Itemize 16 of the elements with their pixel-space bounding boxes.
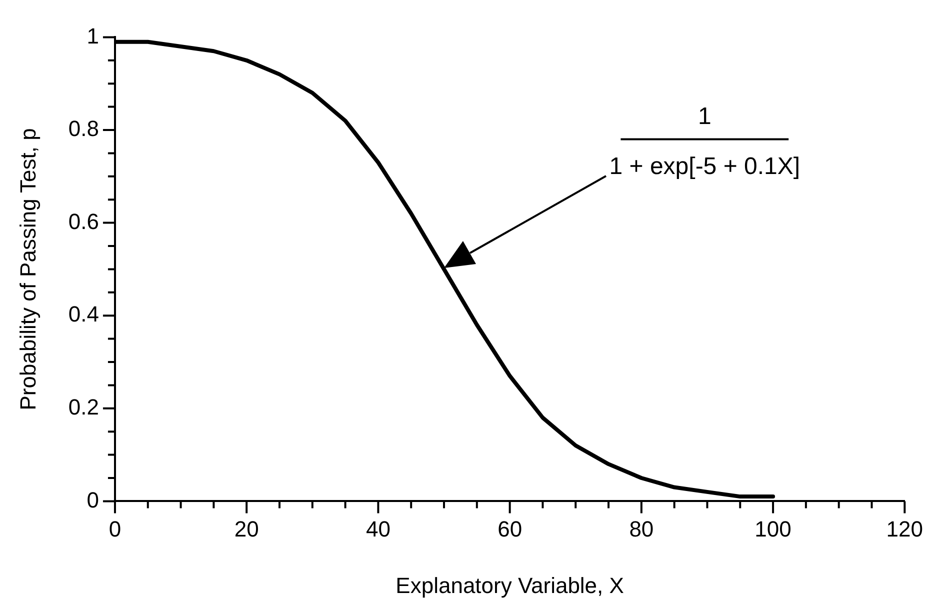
x-tick-label: 120 bbox=[886, 516, 924, 542]
x-tick-label: 0 bbox=[108, 516, 122, 542]
y-tick-label: 0.2 bbox=[68, 394, 99, 420]
y-tick-label: 0.4 bbox=[68, 302, 99, 327]
x-tick-label: 40 bbox=[366, 516, 390, 542]
y-tick-label: 0.8 bbox=[68, 116, 99, 142]
y-tick-label: 0.6 bbox=[68, 208, 99, 234]
x-tick-label: 100 bbox=[754, 516, 792, 542]
y-tick-label: 0 bbox=[86, 487, 99, 512]
y-tick-label: 1 bbox=[86, 23, 99, 48]
y-axis-title: Probability of Passing Test, p bbox=[15, 128, 40, 410]
x-tick-label: 80 bbox=[629, 516, 654, 542]
x-axis-title: Explanatory Variable, X bbox=[396, 572, 624, 598]
x-tick-label: 20 bbox=[234, 516, 259, 542]
annotation: 1 1 + exp[-5 + 0.1X] bbox=[609, 102, 800, 180]
x-tick-label: 60 bbox=[498, 516, 522, 542]
